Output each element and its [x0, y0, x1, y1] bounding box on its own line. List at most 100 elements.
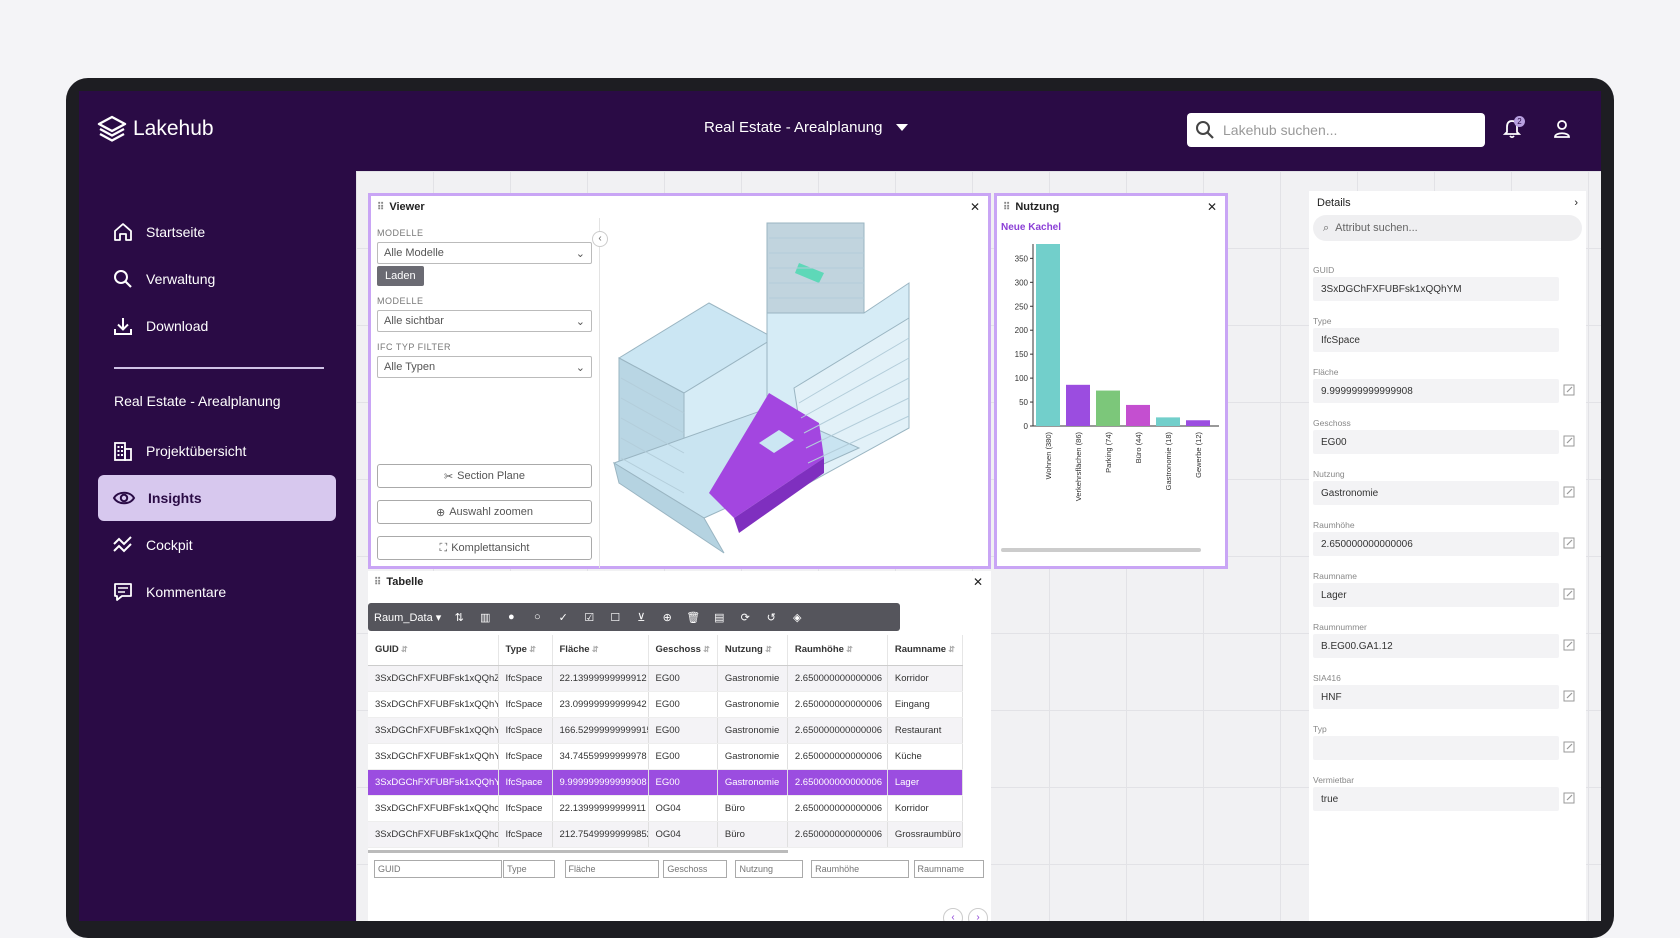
zoom-selection-button[interactable]: ⊕ Auswahl zoomen	[377, 500, 592, 524]
checkbox-icon[interactable]: ☐	[610, 611, 621, 624]
bar[interactable]	[1126, 404, 1150, 426]
edit-icon[interactable]	[1563, 434, 1575, 452]
next-page-button[interactable]: ›	[968, 908, 988, 921]
drag-handle-icon[interactable]: ⠿	[374, 576, 382, 588]
sort-icon[interactable]: ⇅	[454, 611, 464, 624]
table-row[interactable]: 3SxDGChFXFUBFsk1xQQhZY IfcSpace 22.1399999…	[368, 665, 964, 692]
full-view-button[interactable]: ⛶ Komplettansicht	[377, 536, 592, 560]
chevron-right-icon[interactable]: ›	[1574, 197, 1578, 209]
sort-icon[interactable]: ⇵	[589, 645, 599, 655]
bar[interactable]	[1186, 420, 1210, 426]
sidebar-item-cockpit[interactable]: Cockpit	[98, 522, 336, 568]
edit-icon[interactable]	[1563, 740, 1575, 758]
column-header-4[interactable]: Nutzung ⇵	[717, 635, 788, 666]
sort-icon[interactable]: ⇵	[946, 645, 956, 655]
edit-icon[interactable]	[1563, 587, 1575, 605]
sidebar-item-download[interactable]: Download	[98, 303, 336, 349]
edit-icon[interactable]	[1563, 689, 1575, 707]
bulb-icon[interactable]: ●	[507, 611, 515, 623]
detail-field-value[interactable]: B.EG00.GA1.12	[1313, 634, 1559, 658]
notifications-button[interactable]: 2	[1502, 116, 1525, 144]
detail-field-value[interactable]: Gastronomie	[1313, 481, 1559, 505]
detail-field-value[interactable]: true	[1313, 787, 1559, 811]
ifc-type-select[interactable]: Alle Typen ⌄	[377, 356, 592, 378]
horizontal-scrollbar[interactable]	[1001, 548, 1201, 552]
column-filter-input[interactable]	[503, 859, 556, 878]
close-icon[interactable]: ✕	[972, 575, 983, 589]
load-button[interactable]: Laden	[377, 266, 424, 286]
columns-icon[interactable]: ▥	[480, 611, 491, 624]
column-header-1[interactable]: Type ⇵	[498, 635, 553, 666]
table-row[interactable]: 3SxDGChFXFUBFsk1xQQhYM IfcSpace 9.99999999…	[368, 769, 964, 796]
detail-field-value[interactable]: 9.999999999999908	[1313, 379, 1559, 403]
edit-icon[interactable]	[1563, 383, 1575, 401]
filter-clear-icon[interactable]: ⊻	[637, 611, 646, 624]
collapse-controls-button[interactable]: ‹	[592, 231, 608, 247]
table-row[interactable]: 3SxDGChFXFUBFsk1xQQhoR IfcSpace 212.754999…	[368, 821, 964, 848]
tabelle-panel-header[interactable]: ⠿ Tabelle ✕	[368, 571, 991, 593]
user-menu-button[interactable]	[1553, 119, 1571, 144]
nutzung-bar-chart[interactable]: 050100150200250300350AnzahlWohnen (380)V…	[997, 238, 1225, 528]
modelle-select[interactable]: Alle Modelle ⌄	[377, 242, 592, 264]
bar[interactable]	[1096, 390, 1120, 426]
bar[interactable]	[1036, 244, 1060, 426]
column-header-2[interactable]: Fläche ⇵	[552, 635, 649, 666]
add-icon[interactable]: ⊕	[662, 611, 672, 624]
close-icon[interactable]: ✕	[1206, 200, 1217, 214]
column-filter-input[interactable]	[564, 859, 659, 878]
table-row[interactable]: 3SxDGChFXFUBFsk1xQQhYO IfcSpace 34.7455999…	[368, 743, 964, 770]
trash-icon[interactable]: 🗑	[686, 611, 701, 624]
drag-handle-icon[interactable]: ⠿	[377, 201, 385, 213]
edit-icon[interactable]	[1563, 536, 1575, 554]
app-logo[interactable]: Lakehub	[97, 115, 214, 143]
sort-icon[interactable]: ⇵	[843, 645, 853, 655]
sidebar-item-startseite[interactable]: Startseite	[98, 209, 336, 255]
check-all-icon[interactable]: ✓	[558, 611, 568, 624]
table-row[interactable]: 3SxDGChFXFUBFsk1xQQhYQ IfcSpace 166.529999…	[368, 717, 964, 744]
dataset-select[interactable]: Raum_Data ▾	[374, 611, 442, 624]
column-filter-input[interactable]	[374, 859, 502, 878]
sort-icon[interactable]: ⇵	[398, 645, 408, 655]
sidebar-item-verwaltung[interactable]: Verwaltung	[98, 256, 336, 302]
column-filter-input[interactable]	[663, 859, 728, 878]
global-search[interactable]	[1187, 113, 1485, 147]
bulb-outline-icon[interactable]: ○	[533, 611, 541, 623]
detail-field-value[interactable]	[1313, 736, 1559, 760]
bar[interactable]	[1066, 384, 1090, 426]
detail-field-value[interactable]: Lager	[1313, 583, 1559, 607]
column-filter-input[interactable]	[735, 859, 804, 878]
viewer-panel-header[interactable]: ⠿ Viewer ✕	[371, 196, 988, 218]
bim-3d-model-viewport[interactable]	[609, 218, 989, 568]
close-icon[interactable]: ✕	[969, 200, 980, 214]
table-row[interactable]: 3SxDGChFXFUBFsk1xQQhYS IfcSpace 23.0999999…	[368, 691, 964, 718]
file-export-icon[interactable]: ▤	[714, 611, 725, 624]
column-header-0[interactable]: GUID ⇵	[368, 635, 499, 666]
section-plane-button[interactable]: ✂ Section Plane	[377, 464, 592, 488]
detail-field-value[interactable]: 2.650000000000006	[1313, 532, 1559, 556]
drag-handle-icon[interactable]: ⠿	[1003, 201, 1011, 213]
table-row[interactable]: 3SxDGChFXFUBFsk1xQQhoT IfcSpace 22.1399999…	[368, 795, 964, 822]
sort-icon[interactable]: ⇵	[700, 645, 710, 655]
prev-page-button[interactable]: ‹	[943, 908, 963, 921]
edit-icon[interactable]	[1563, 638, 1575, 656]
global-search-input[interactable]	[1223, 122, 1473, 138]
sidebar-item-insights[interactable]: Insights	[98, 475, 336, 521]
column-filter-input[interactable]	[913, 859, 984, 878]
checkbox-checked-icon[interactable]: ☑	[584, 611, 595, 624]
attribute-search[interactable]: ⌕ Attribut suchen...	[1313, 215, 1582, 241]
project-selector[interactable]: Real Estate - Arealplanung	[704, 119, 909, 136]
bar[interactable]	[1156, 417, 1180, 426]
cube-icon[interactable]: ◈	[793, 611, 802, 624]
sidebar-item-projektuebersicht[interactable]: Projektübersicht	[98, 428, 336, 474]
visibility-select[interactable]: Alle sichtbar ⌄	[377, 310, 592, 332]
edit-icon[interactable]	[1563, 485, 1575, 503]
sidebar-item-kommentare[interactable]: Kommentare	[98, 569, 336, 615]
column-header-5[interactable]: Raumhöhe ⇵	[787, 635, 888, 666]
column-header-3[interactable]: Geschoss ⇵	[648, 635, 718, 666]
detail-field-value[interactable]: HNF	[1313, 685, 1559, 709]
sort-icon[interactable]: ⇵	[762, 645, 772, 655]
sync-icon[interactable]: ⟳	[740, 611, 750, 624]
detail-field-value[interactable]: EG00	[1313, 430, 1559, 454]
nutzung-panel-header[interactable]: ⠿ Nutzung ✕	[997, 196, 1225, 218]
sort-icon[interactable]: ⇵	[526, 645, 536, 655]
